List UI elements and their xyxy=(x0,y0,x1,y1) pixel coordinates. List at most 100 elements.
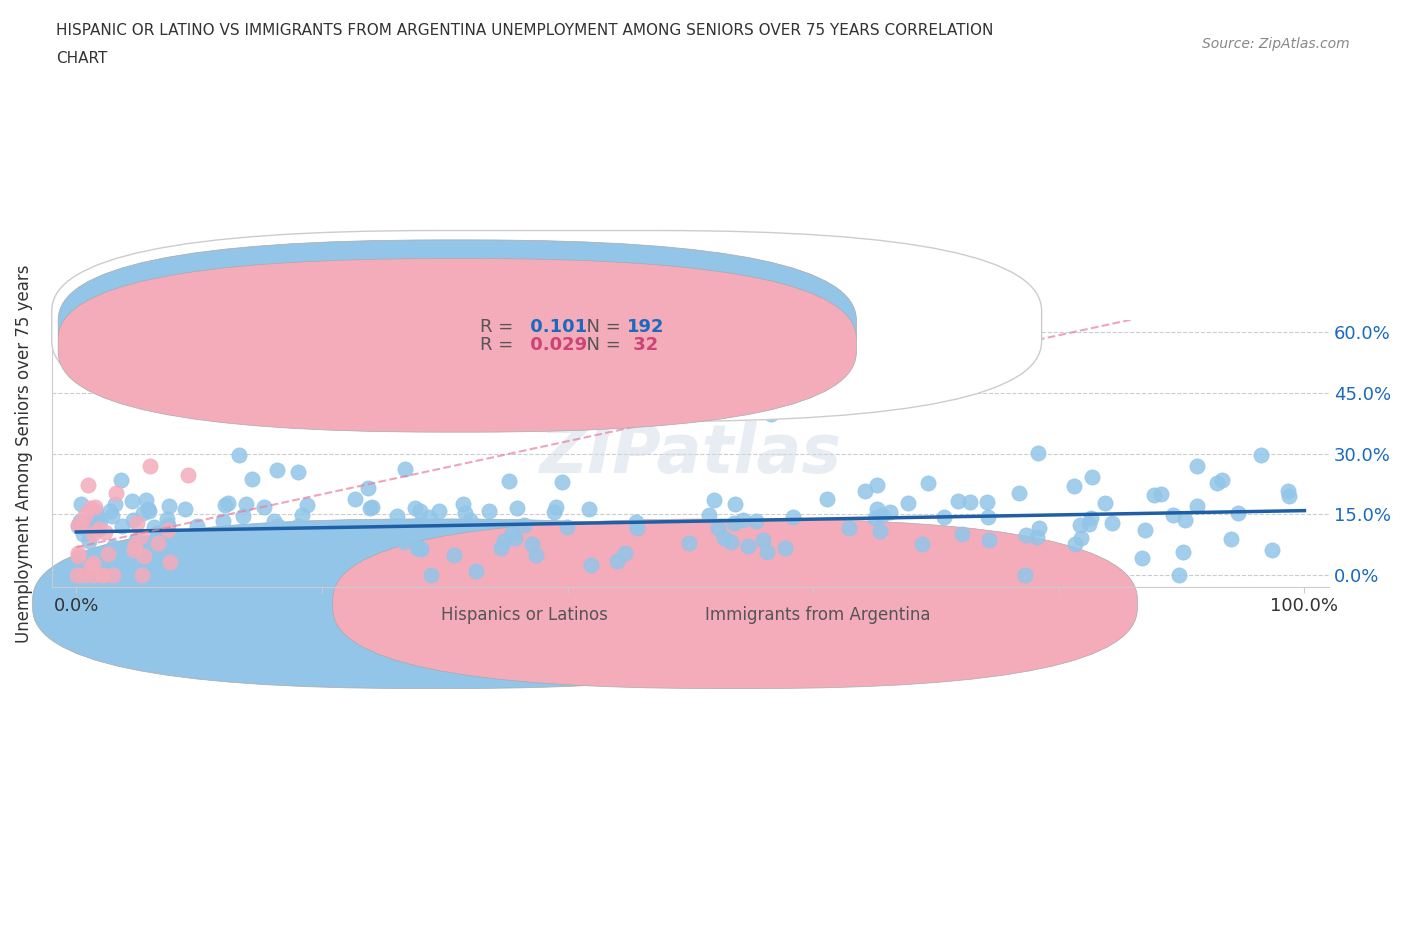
Point xyxy=(97,547,120,562)
Point xyxy=(87,511,110,525)
Point xyxy=(179,555,201,570)
Point xyxy=(1069,518,1091,533)
Point xyxy=(301,525,323,540)
Point xyxy=(79,500,101,515)
Point xyxy=(156,545,179,560)
Point xyxy=(89,513,111,528)
Point xyxy=(1101,516,1123,531)
Point xyxy=(83,503,105,518)
Point xyxy=(73,508,96,523)
Point xyxy=(134,548,156,563)
Point xyxy=(752,533,775,548)
Point xyxy=(420,567,443,582)
Point xyxy=(357,481,380,496)
Point xyxy=(103,567,125,582)
Point xyxy=(131,567,153,582)
Point xyxy=(503,531,526,546)
Point xyxy=(853,484,876,498)
Point xyxy=(111,519,134,534)
Point xyxy=(815,492,838,507)
Point xyxy=(391,530,413,545)
Point xyxy=(157,498,180,513)
Point xyxy=(86,562,108,577)
Point xyxy=(458,512,481,527)
Point xyxy=(70,516,93,531)
Point xyxy=(1211,472,1233,487)
Point xyxy=(135,493,157,508)
Point xyxy=(605,554,627,569)
Point xyxy=(1078,517,1101,532)
Point xyxy=(869,524,891,538)
Point xyxy=(252,499,274,514)
Point xyxy=(138,503,160,518)
Point xyxy=(759,406,782,421)
Point xyxy=(217,546,239,561)
Point xyxy=(87,551,110,566)
Point xyxy=(132,506,155,521)
Point xyxy=(361,500,384,515)
Point xyxy=(124,538,146,553)
Point xyxy=(626,521,648,536)
Point xyxy=(697,508,720,523)
Point xyxy=(396,529,419,544)
Point xyxy=(291,507,314,522)
Point xyxy=(146,525,169,540)
Point xyxy=(501,526,523,541)
Point xyxy=(77,477,100,492)
Point xyxy=(228,447,250,462)
Point xyxy=(418,510,440,525)
Point xyxy=(838,520,860,535)
Point xyxy=(520,537,543,551)
Point xyxy=(506,500,529,515)
Text: R =: R = xyxy=(479,337,519,354)
Point xyxy=(262,567,284,582)
Point xyxy=(494,534,516,549)
Text: 0.029: 0.029 xyxy=(524,337,588,354)
Point xyxy=(394,461,416,476)
Point xyxy=(385,509,408,524)
Point xyxy=(1026,445,1049,460)
Point xyxy=(315,555,337,570)
Point xyxy=(110,472,132,487)
Point xyxy=(122,542,145,557)
Point xyxy=(932,510,955,525)
Point xyxy=(613,546,636,561)
Point xyxy=(254,565,277,579)
Point xyxy=(1219,531,1241,546)
Point xyxy=(66,567,89,582)
Point xyxy=(136,549,159,564)
Point xyxy=(101,539,124,554)
Point xyxy=(737,538,759,553)
Point xyxy=(172,567,194,582)
Text: 192: 192 xyxy=(627,318,664,336)
Point xyxy=(217,496,239,511)
Point xyxy=(1063,478,1085,493)
Point xyxy=(707,521,730,536)
Point xyxy=(723,516,745,531)
Point xyxy=(122,512,145,527)
Text: N =: N = xyxy=(575,337,627,354)
Point xyxy=(156,512,179,526)
Point xyxy=(1081,470,1104,485)
Point xyxy=(77,533,100,548)
Point xyxy=(82,526,104,541)
FancyBboxPatch shape xyxy=(333,519,1137,688)
Text: N =: N = xyxy=(575,318,627,336)
Point xyxy=(82,512,104,527)
Point xyxy=(72,526,94,541)
Point xyxy=(159,554,181,569)
Point xyxy=(104,497,127,512)
Point xyxy=(870,508,893,523)
Point xyxy=(1015,527,1038,542)
Point xyxy=(713,530,735,545)
Point xyxy=(82,518,104,533)
Point xyxy=(977,533,1000,548)
Point xyxy=(105,485,128,500)
Point xyxy=(177,468,200,483)
Point xyxy=(744,513,766,528)
Point xyxy=(1168,567,1191,582)
Point xyxy=(359,500,381,515)
Point xyxy=(266,518,288,533)
Point xyxy=(464,564,486,578)
Point xyxy=(139,458,162,473)
